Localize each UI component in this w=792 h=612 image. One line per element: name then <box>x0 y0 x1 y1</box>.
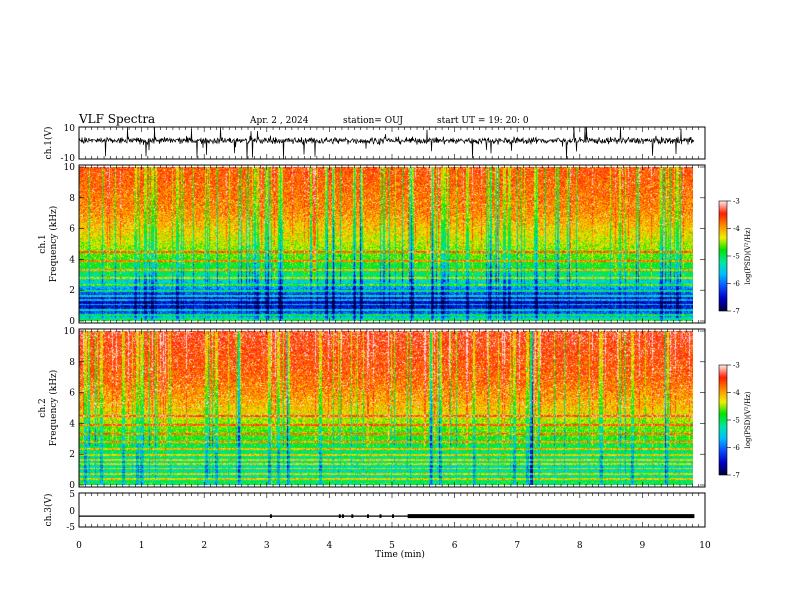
ch1-spectrogram-panel: 0 2 4 6 8 10 ch.1 Frequency (kHz) <box>38 163 706 327</box>
time-axis-tick-10: 10 <box>699 541 711 551</box>
ch2-spec-ylabel-freq: Frequency (kHz) <box>48 370 59 447</box>
ch2-colorbar-label: log(PSD)(V²/Hz) <box>744 391 752 448</box>
ch1-spec-ylabel-ch: ch.1 <box>38 234 48 253</box>
ch1-colorbar: -3 -4 -5 -6 -7 log(PSD)(V²/Hz) <box>718 198 752 316</box>
figure-title: VLF Spectra <box>78 112 155 126</box>
ch3-waveform-trace <box>79 514 695 519</box>
freq-tick-6: 6 <box>69 225 75 235</box>
ch3-ytick-mid: 0 <box>69 507 75 517</box>
time-axis-tick-7: 7 <box>514 541 520 551</box>
station-label: station= OUJ <box>343 116 403 126</box>
ch1-waveform-panel: 10 -10 ch.1(V) <box>43 124 706 164</box>
ch1-ytick-bottom: -10 <box>61 154 76 164</box>
freq-tick-6: 6 <box>69 389 75 399</box>
ch3-blip-3 <box>351 514 354 518</box>
colorbar-tick-m7: -7 <box>733 308 740 316</box>
ch3-blip-0 <box>269 514 272 518</box>
time-axis-tick-5: 5 <box>389 541 395 551</box>
freq-tick-2: 2 <box>69 286 75 296</box>
ch1-colorbar-ticks: -3 -4 -5 -6 -7 <box>727 198 740 316</box>
freq-tick-0: 0 <box>69 317 75 327</box>
time-axis-tick-3: 3 <box>264 541 270 551</box>
time-axis-tick-9: 9 <box>640 541 646 551</box>
time-axis-label: Time (min) <box>375 549 425 560</box>
ch1-ytick-top: 10 <box>64 124 76 134</box>
ch3-blip-6 <box>392 514 394 518</box>
ch3-ytick-bottom: -5 <box>66 523 75 533</box>
freq-tick-8: 8 <box>69 358 75 368</box>
ch1-waveform-trace <box>78 126 695 160</box>
ch1-spec-ylabel-freq: Frequency (kHz) <box>48 206 59 283</box>
ch3-blip-5 <box>379 514 382 518</box>
time-axis-tick-4: 4 <box>327 541 333 551</box>
ch3-ytick-top: 5 <box>69 490 75 500</box>
colorbar-tick-m4: -4 <box>733 389 740 397</box>
ch3-blip-2 <box>341 514 344 518</box>
time-axis-tick-6: 6 <box>452 541 458 551</box>
time-axis-tick-0: 0 <box>76 541 82 551</box>
ch2-spectrogram-yticks: 0 2 4 6 8 10 <box>64 327 705 491</box>
time-axis-tick-2: 2 <box>201 541 207 551</box>
date-label: Apr. 2 , 2024 <box>249 116 309 126</box>
ch1-spectrogram-yticks: 0 2 4 6 8 10 <box>64 163 705 327</box>
ch2-colorbar-gradient <box>719 365 727 475</box>
ch3-blip-4 <box>366 514 369 518</box>
freq-tick-8: 8 <box>69 194 75 204</box>
freq-tick-10: 10 <box>64 163 76 173</box>
time-axis-tick-1: 1 <box>139 541 145 551</box>
freq-tick-2: 2 <box>69 450 75 460</box>
ch3-blip-1 <box>338 514 341 518</box>
freq-tick-4: 4 <box>69 419 75 429</box>
freq-tick-4: 4 <box>69 255 75 265</box>
ch2-colorbar: -3 -4 -5 -6 -7 log(PSD)(V²/Hz) <box>718 362 752 480</box>
ch3-ylabel: ch.3(V) <box>43 494 54 527</box>
ch2-spec-ylabel-ch: ch.2 <box>38 398 48 417</box>
colorbar-tick-m5: -5 <box>733 417 740 425</box>
ch1-spectrogram-image <box>79 167 693 321</box>
freq-tick-0: 0 <box>69 481 75 491</box>
colorbar-tick-m3: -3 <box>733 198 740 206</box>
ch1-colorbar-gradient <box>719 201 727 311</box>
colorbar-tick-m3: -3 <box>733 362 740 370</box>
ch3-waveform-panel: 5 0 -5 ch.3(V) 0 1 2 3 4 5 6 7 8 9 10 Time (min) <box>43 490 711 560</box>
colorbar-tick-m6: -6 <box>733 444 740 452</box>
start-time-label: start UT = 19: 20: 0 <box>437 116 529 126</box>
ch2-spectrogram-image <box>79 331 693 485</box>
colorbar-tick-m5: -5 <box>733 253 740 261</box>
colorbar-tick-m6: -6 <box>733 280 740 288</box>
axis-ticks <box>78 127 706 527</box>
ch1-waveform-line <box>78 126 695 160</box>
colorbar-tick-m4: -4 <box>733 225 740 233</box>
ch2-spectrogram-panel: 0 2 4 6 8 10 ch.2 Frequency (kHz) <box>38 327 706 491</box>
ch1-ylabel: ch.1(V) <box>43 127 54 160</box>
ch1-colorbar-label: log(PSD)(V²/Hz) <box>744 227 752 284</box>
ch3-activity-band <box>407 514 695 519</box>
time-axis-ticklabels: 0 1 2 3 4 5 6 7 8 9 10 <box>76 541 711 551</box>
time-axis-tick-8: 8 <box>577 541 583 551</box>
freq-tick-10: 10 <box>64 327 76 337</box>
ch2-colorbar-ticks: -3 -4 -5 -6 -7 <box>727 362 740 480</box>
colorbar-tick-m7: -7 <box>733 472 740 480</box>
